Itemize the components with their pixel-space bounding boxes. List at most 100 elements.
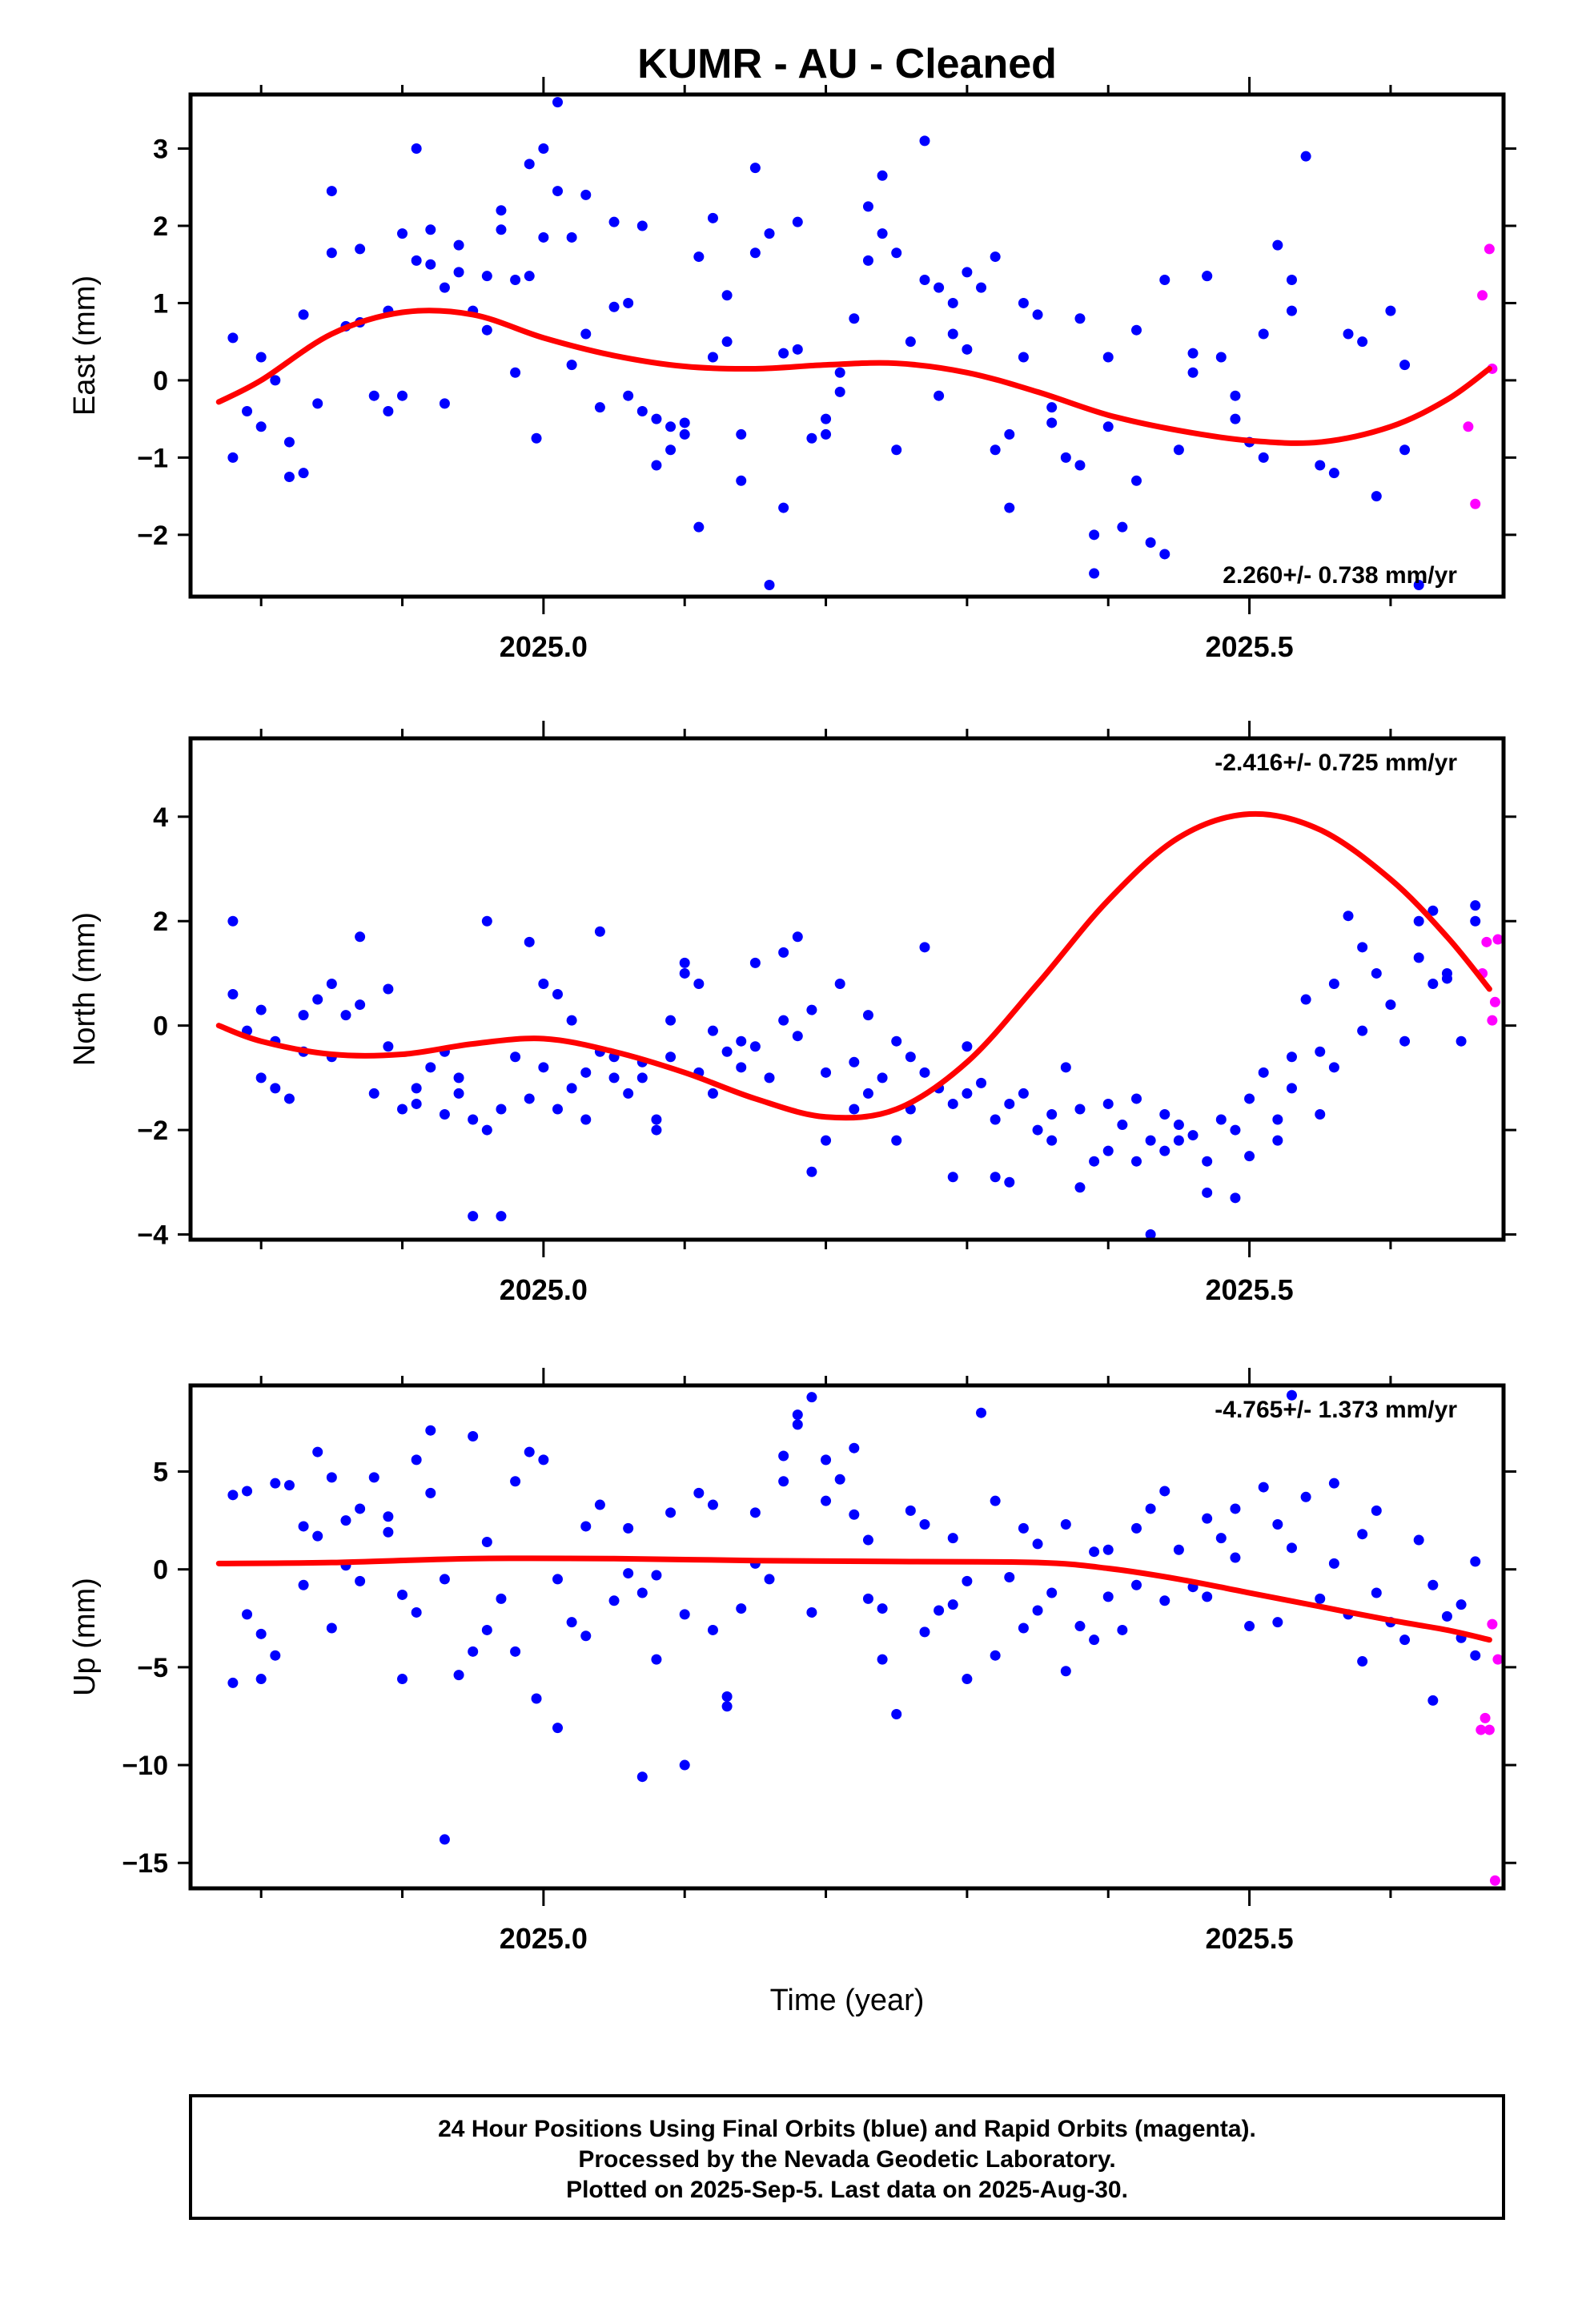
east-point-final [962,267,973,278]
north-point-final [1357,1025,1368,1036]
up-point-final [425,1487,436,1498]
north-point-final [821,1067,832,1078]
north-point-final [1173,1135,1184,1146]
east-point-final [707,352,718,363]
up-point-final [397,1674,408,1685]
up-point-final [1004,1571,1015,1582]
up-point-final [1272,1518,1283,1530]
north-point-final [524,936,535,947]
north-point-final [368,1088,379,1099]
east-point-final [636,220,648,231]
east-point-rapid [1477,290,1488,301]
east-point-final [270,375,281,386]
north-point-final [1371,967,1382,979]
north-point-final [1004,1098,1015,1109]
up-point-final [298,1579,309,1590]
east-point-final [749,163,761,174]
north-y-tick-label: −2 [137,1116,168,1146]
north-x-tick-label: 2025.0 [500,1273,588,1306]
north-point-final [990,1172,1001,1183]
north-point-final [947,1172,958,1183]
up-point-rapid [1476,1724,1487,1735]
north-point-final [468,1114,479,1125]
east-point-final [1286,305,1297,316]
north-point-final [636,1072,648,1084]
east-point-final [736,428,747,440]
east-point-final [439,398,450,409]
north-point-final [1286,1083,1297,1094]
north-point-final [1258,1067,1269,1078]
east-point-final [934,390,945,401]
north-point-final [1018,1088,1029,1099]
up-point-final [947,1599,958,1610]
east-point-final [1230,413,1241,424]
up-point-final [976,1407,987,1418]
north-y-axis-label: North (mm) [68,912,102,1066]
north-point-final [1046,1135,1058,1146]
north-point-final [496,1104,507,1115]
east-point-final [552,97,563,108]
up-point-final [411,1606,422,1618]
east-point-final [453,267,464,278]
north-point-final [849,1056,860,1068]
east-point-final [538,231,549,243]
east-point-final [1215,352,1227,363]
east-point-final [1357,336,1368,348]
up-point-final [397,1589,408,1600]
north-point-final [679,967,690,979]
east-point-final [425,224,436,235]
east-point-final [283,436,295,448]
north-point-final [270,1083,281,1094]
north-point-final [1315,1046,1326,1057]
north-point-final [255,1072,267,1084]
east-point-final [326,186,337,197]
north-point-final [651,1114,662,1125]
north-point-final [1202,1156,1213,1167]
up-point-final [947,1533,958,1544]
footer-line-2: Processed by the Nevada Geodetic Laborat… [578,2146,1115,2173]
up-point-final [821,1454,832,1466]
north-point-final [255,1004,267,1015]
east-point-final [849,313,860,324]
north-point-final [919,1067,930,1078]
north-point-final [862,1010,873,1021]
north-point-final [962,1041,973,1052]
up-point-final [1244,1621,1255,1632]
east-point-final [355,243,366,255]
east-point-final [1187,348,1199,359]
north-point-final [1145,1228,1156,1240]
east-point-final [990,444,1001,456]
north-y-tick-label: 2 [153,907,168,937]
east-point-final [806,432,817,444]
east-y-tick-label: −2 [137,521,168,551]
east-point-final [1258,328,1269,340]
up-point-final [453,1670,464,1681]
north-point-final [1032,1124,1043,1136]
east-point-final [721,336,733,348]
up-point-final [764,1574,775,1585]
north-point-final [1004,1176,1015,1188]
north-point-final [411,1083,422,1094]
up-point-final [1371,1505,1382,1516]
up-point-final [792,1419,803,1430]
east-point-final [1258,452,1269,463]
north-point-final [1215,1114,1227,1125]
north-point-final [1159,1145,1170,1156]
north-point-final [383,1041,394,1052]
north-point-final [355,999,366,1011]
east-point-final [877,170,888,181]
east-point-final [976,282,987,293]
up-point-final [355,1575,366,1586]
east-point-final [1399,360,1411,371]
north-point-final [566,1015,577,1026]
east-point-final [283,471,295,482]
east-point-final [665,444,677,456]
east-point-final [947,328,958,340]
north-point-final [1470,915,1481,927]
east-point-final [594,402,605,413]
up-point-final [1328,1478,1339,1489]
east-point-final [255,352,267,363]
up-point-final [496,1593,507,1604]
up-point-final [792,1409,803,1421]
east-point-final [368,390,379,401]
